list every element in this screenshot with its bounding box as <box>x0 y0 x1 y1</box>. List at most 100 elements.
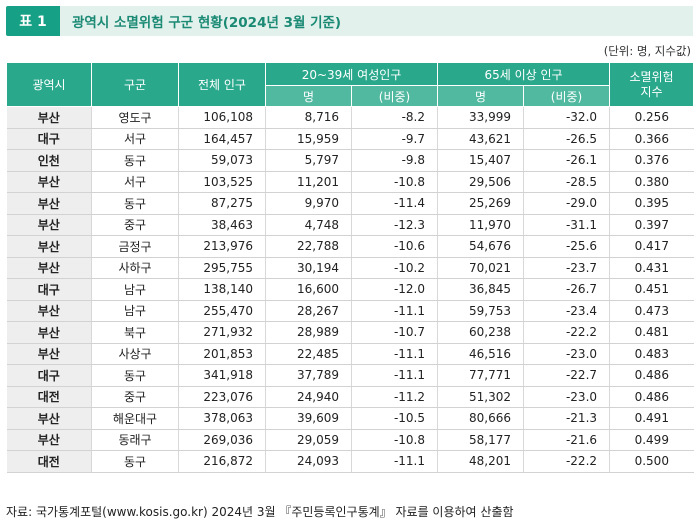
cell-city: 부산 <box>6 407 92 430</box>
cell-women-ratio: -10.5 <box>351 407 439 430</box>
data-table: 광역시 구군 전체 인구 20~39세 여성인구 65세 이상 인구 소멸위험 … <box>6 62 695 473</box>
cell-total: 87,275 <box>178 192 266 215</box>
header-women-group: 20~39세 여성인구 <box>264 62 439 86</box>
cell-total: 164,457 <box>178 128 266 150</box>
cell-elderly-count: 11,970 <box>437 214 525 236</box>
cell-total: 378,063 <box>178 407 266 430</box>
cell-elderly-count: 46,516 <box>437 343 525 365</box>
cell-elderly-count: 15,407 <box>437 149 525 172</box>
cell-district: 해운대구 <box>91 407 179 430</box>
cell-district: 사상구 <box>91 343 179 365</box>
cell-index: 0.500 <box>609 450 694 473</box>
cell-index: 0.483 <box>609 343 694 365</box>
cell-total: 103,525 <box>178 171 266 193</box>
table-row: 부산 서구 103,525 11,201 -10.8 29,506 -28.5 … <box>6 171 694 193</box>
cell-district: 서구 <box>91 128 179 150</box>
table-row: 부산 동래구 269,036 29,059 -10.8 58,177 -21.6… <box>6 429 694 451</box>
table-row: 부산 사상구 201,853 22,485 -11.1 46,516 -23.0… <box>6 343 694 365</box>
cell-city: 부산 <box>6 106 92 129</box>
cell-city: 대구 <box>6 128 92 150</box>
table-row: 부산 남구 255,470 28,267 -11.1 59,753 -23.4 … <box>6 300 694 322</box>
cell-elderly-ratio: -23.7 <box>523 257 611 279</box>
cell-women-ratio: -9.8 <box>351 149 439 172</box>
header-extinction-index: 소멸위험 지수 <box>609 62 695 107</box>
cell-women-count: 28,989 <box>265 321 352 344</box>
cell-women-ratio: -11.1 <box>351 450 439 473</box>
cell-city: 부산 <box>6 300 92 322</box>
cell-district: 금정구 <box>91 235 179 258</box>
cell-index: 0.417 <box>609 235 694 258</box>
table-row: 인천 동구 59,073 5,797 -9.8 15,407 -26.1 0.3… <box>6 149 694 172</box>
cell-elderly-count: 36,845 <box>437 278 525 301</box>
cell-total: 59,073 <box>178 149 266 172</box>
cell-women-ratio: -10.8 <box>351 171 439 193</box>
cell-women-count: 24,093 <box>265 450 352 473</box>
cell-city: 부산 <box>6 171 92 193</box>
cell-elderly-ratio: -26.1 <box>523 149 611 172</box>
cell-women-count: 5,797 <box>265 149 352 172</box>
table-row: 대전 동구 216,872 24,093 -11.1 48,201 -22.2 … <box>6 450 694 473</box>
cell-elderly-ratio: -22.2 <box>523 450 611 473</box>
cell-index: 0.499 <box>609 429 694 451</box>
cell-elderly-ratio: -25.6 <box>523 235 611 258</box>
cell-women-ratio: -11.1 <box>351 300 439 322</box>
cell-total: 38,463 <box>178 214 266 236</box>
cell-women-count: 37,789 <box>265 364 352 387</box>
header-district: 구군 <box>91 62 179 107</box>
unit-note: (단위: 명, 지수값) <box>603 44 691 58</box>
cell-elderly-count: 80,666 <box>437 407 525 430</box>
cell-women-count: 9,970 <box>265 192 352 215</box>
header-elderly-ratio: (비중) <box>523 85 611 107</box>
cell-women-ratio: -11.1 <box>351 343 439 365</box>
cell-elderly-count: 70,021 <box>437 257 525 279</box>
cell-elderly-count: 48,201 <box>437 450 525 473</box>
cell-index: 0.481 <box>609 321 694 344</box>
table-row: 대구 서구 164,457 15,959 -9.7 43,621 -26.5 0… <box>6 128 694 150</box>
cell-women-ratio: -12.3 <box>351 214 439 236</box>
cell-city: 부산 <box>6 429 92 451</box>
header-city: 광역시 <box>6 62 92 107</box>
cell-women-count: 29,059 <box>265 429 352 451</box>
cell-district: 동구 <box>91 192 179 215</box>
cell-women-count: 28,267 <box>265 300 352 322</box>
cell-total: 255,470 <box>178 300 266 322</box>
cell-index: 0.376 <box>609 149 694 172</box>
cell-elderly-count: 29,506 <box>437 171 525 193</box>
cell-elderly-ratio: -21.6 <box>523 429 611 451</box>
header-total-population: 전체 인구 <box>178 62 266 107</box>
header-women-ratio: (비중) <box>350 85 439 107</box>
cell-city: 부산 <box>6 257 92 279</box>
cell-women-count: 24,940 <box>265 386 352 408</box>
cell-index: 0.397 <box>609 214 694 236</box>
cell-elderly-count: 77,771 <box>437 364 525 387</box>
header-women-count: 명 <box>265 85 352 107</box>
cell-women-ratio: -10.8 <box>351 429 439 451</box>
cell-total: 271,932 <box>178 321 266 344</box>
cell-district: 사하구 <box>91 257 179 279</box>
cell-index: 0.451 <box>609 278 694 301</box>
cell-total: 269,036 <box>178 429 266 451</box>
source-note: 자료: 국가통계포털(www.kosis.go.kr) 2024년 3월 『주민… <box>6 505 514 519</box>
cell-index: 0.395 <box>609 192 694 215</box>
cell-women-count: 4,748 <box>265 214 352 236</box>
table-row: 부산 중구 38,463 4,748 -12.3 11,970 -31.1 0.… <box>6 214 694 236</box>
cell-city: 대전 <box>6 386 92 408</box>
cell-women-ratio: -10.7 <box>351 321 439 344</box>
cell-district: 서구 <box>91 171 179 193</box>
table-number-label: 표 1 <box>6 6 60 36</box>
cell-index: 0.256 <box>609 106 694 129</box>
cell-elderly-count: 43,621 <box>437 128 525 150</box>
table-row: 대구 동구 341,918 37,789 -11.1 77,771 -22.7 … <box>6 364 694 387</box>
cell-index: 0.491 <box>609 407 694 430</box>
cell-elderly-count: 58,177 <box>437 429 525 451</box>
cell-city: 부산 <box>6 192 92 215</box>
cell-women-ratio: -10.2 <box>351 257 439 279</box>
cell-district: 동구 <box>91 450 179 473</box>
cell-district: 중구 <box>91 386 179 408</box>
cell-elderly-count: 33,999 <box>437 106 525 129</box>
cell-elderly-ratio: -23.4 <box>523 300 611 322</box>
header-index-line1: 소멸위험 <box>629 69 674 84</box>
cell-district: 남구 <box>91 300 179 322</box>
cell-district: 동구 <box>91 149 179 172</box>
